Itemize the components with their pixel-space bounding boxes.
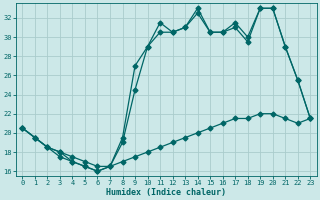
X-axis label: Humidex (Indice chaleur): Humidex (Indice chaleur) bbox=[106, 188, 226, 197]
